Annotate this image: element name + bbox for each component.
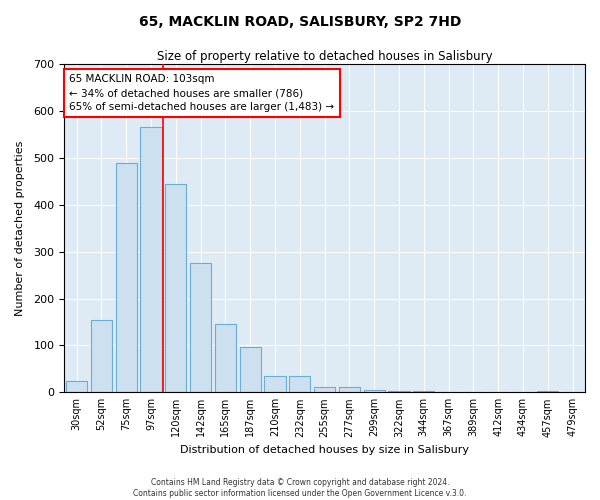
Bar <box>215 324 236 392</box>
Bar <box>165 184 187 392</box>
Bar <box>190 264 211 392</box>
Bar <box>364 390 385 392</box>
Bar <box>289 376 310 392</box>
Bar <box>239 347 261 393</box>
Bar <box>91 320 112 392</box>
Bar <box>537 391 559 392</box>
Bar <box>339 386 360 392</box>
Title: Size of property relative to detached houses in Salisbury: Size of property relative to detached ho… <box>157 50 493 63</box>
Text: Contains HM Land Registry data © Crown copyright and database right 2024.
Contai: Contains HM Land Registry data © Crown c… <box>133 478 467 498</box>
X-axis label: Distribution of detached houses by size in Salisbury: Distribution of detached houses by size … <box>180 445 469 455</box>
Bar <box>116 162 137 392</box>
Bar <box>66 380 87 392</box>
Bar <box>265 376 286 392</box>
Bar <box>140 128 161 392</box>
Bar <box>314 386 335 392</box>
Text: 65, MACKLIN ROAD, SALISBURY, SP2 7HD: 65, MACKLIN ROAD, SALISBURY, SP2 7HD <box>139 15 461 29</box>
Text: 65 MACKLIN ROAD: 103sqm
← 34% of detached houses are smaller (786)
65% of semi-d: 65 MACKLIN ROAD: 103sqm ← 34% of detache… <box>70 74 335 112</box>
Y-axis label: Number of detached properties: Number of detached properties <box>15 140 25 316</box>
